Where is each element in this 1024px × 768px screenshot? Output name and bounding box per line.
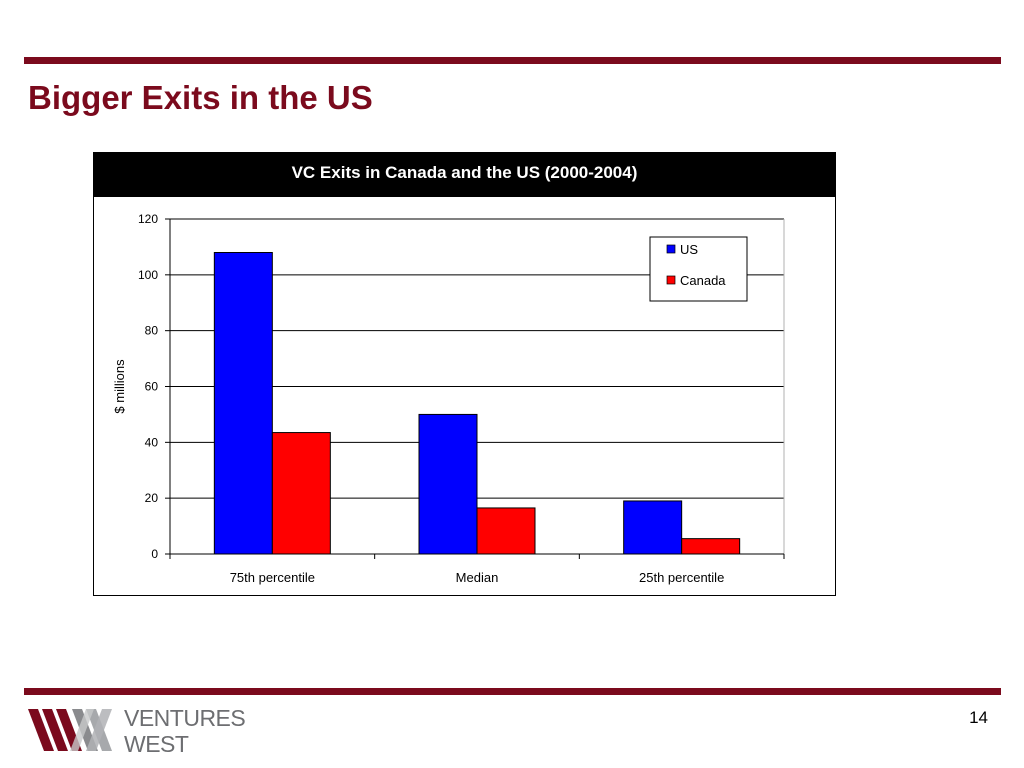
- y-tick-label: 40: [145, 435, 159, 449]
- chart-frame: VC Exits in Canada and the US (2000-2004…: [93, 152, 836, 596]
- slide-title: Bigger Exits in the US: [28, 79, 373, 116]
- y-tick-label: 20: [145, 491, 159, 505]
- legend-label: US: [680, 242, 698, 257]
- ventures-west-logo-text: VENTURES WEST: [124, 705, 246, 757]
- bar-us: [623, 500, 683, 555]
- legend-box: [649, 236, 748, 302]
- bar-us: [213, 252, 273, 555]
- y-tick-label: 80: [145, 324, 159, 338]
- y-tick-label: 0: [151, 547, 158, 561]
- x-tick-label: Median: [456, 570, 499, 585]
- bar-chart: 0 20 40 60 80 100 120 $ millions 75th percentile…: [112, 212, 785, 585]
- y-tick-label: 60: [145, 380, 159, 394]
- bar-canada: [681, 538, 741, 555]
- top-rule: [24, 57, 1001, 64]
- y-axis-title: $ millions: [112, 359, 127, 414]
- y-tick-label: 120: [138, 212, 158, 226]
- legend-label: Canada: [680, 273, 726, 288]
- page-number: 14: [969, 708, 988, 727]
- bar-canada: [271, 432, 331, 555]
- logo-line-2: WEST: [124, 731, 189, 757]
- x-tick-label: 25th percentile: [639, 570, 724, 585]
- chart-title: VC Exits in Canada and the US (2000-2004…: [94, 153, 835, 197]
- legend-swatch: [666, 244, 676, 254]
- bottom-rule: [24, 688, 1001, 695]
- x-tick-label: 75th percentile: [230, 570, 315, 585]
- bar-us: [418, 413, 478, 555]
- bar-canada: [476, 507, 536, 555]
- y-tick-label: 100: [138, 268, 158, 282]
- ventures-west-logo-mark: [28, 709, 112, 751]
- legend-swatch: [666, 275, 676, 285]
- logo-line-1: VENTURES: [124, 705, 246, 731]
